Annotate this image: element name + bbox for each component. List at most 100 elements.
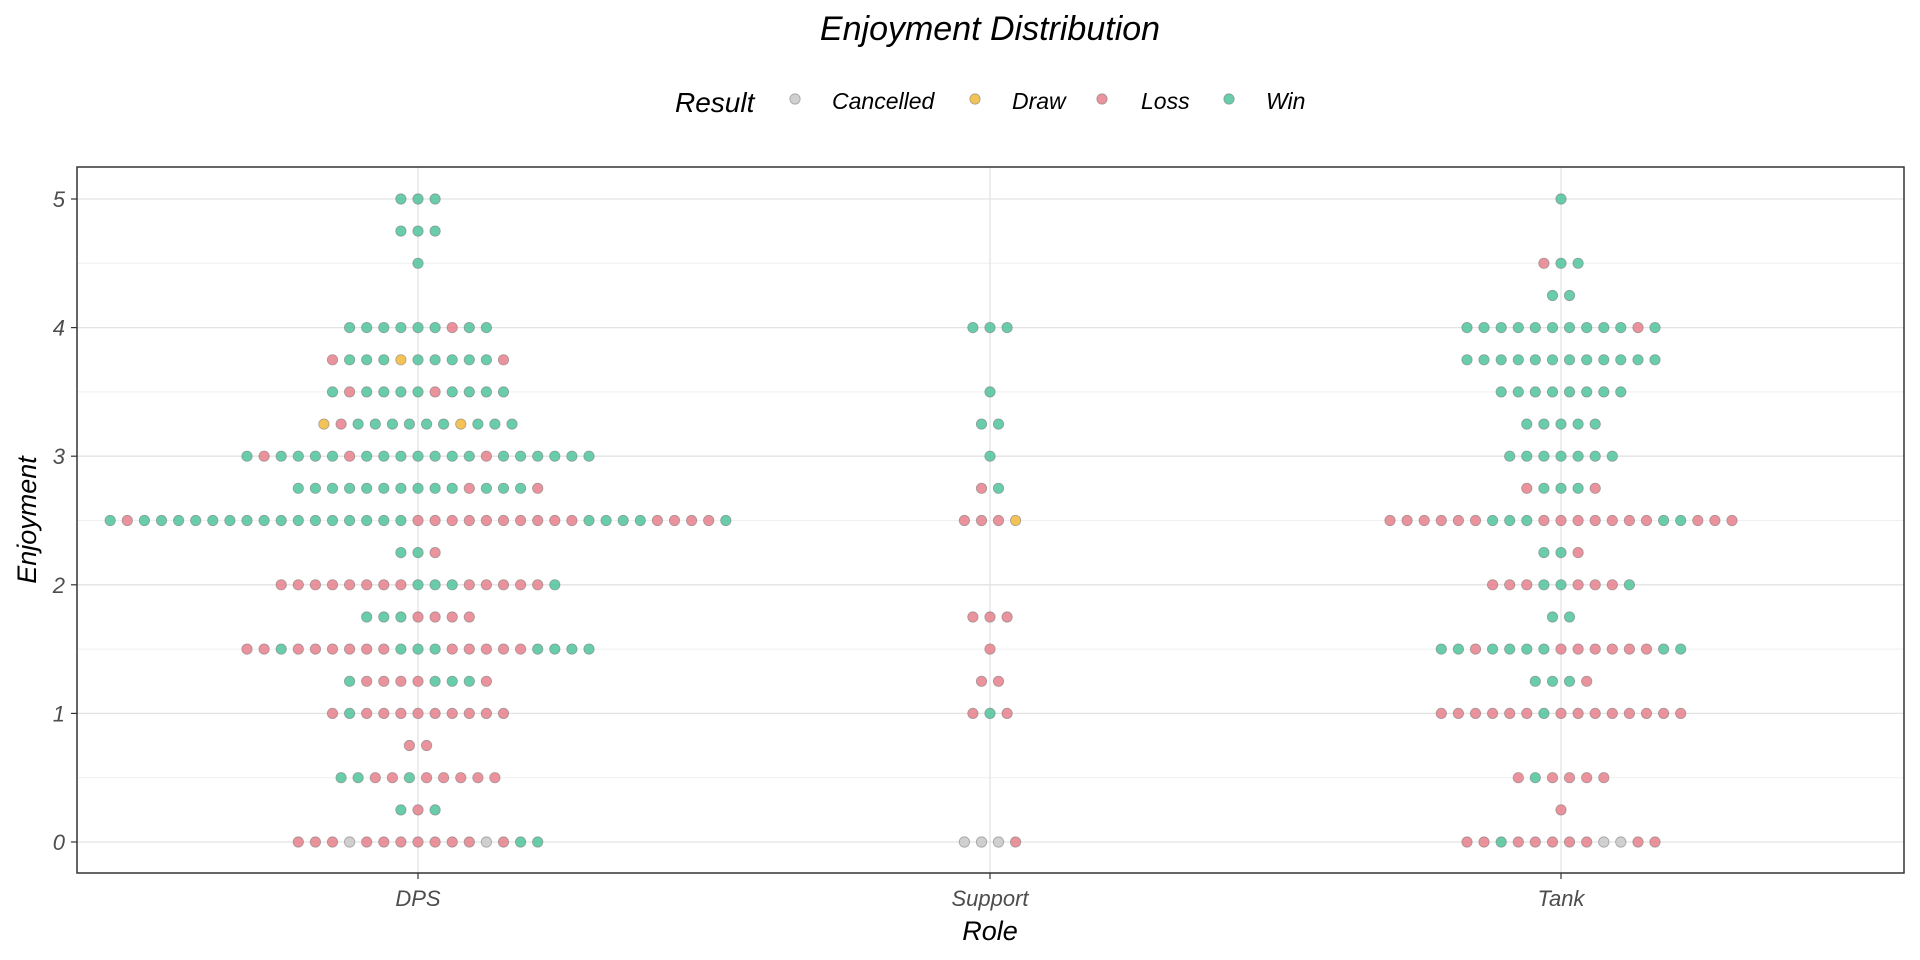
point-dps-loss bbox=[361, 643, 373, 655]
point-dps-win bbox=[352, 418, 364, 430]
point-dps-loss bbox=[412, 675, 424, 687]
point-dps-loss bbox=[668, 514, 681, 527]
point-dps-win bbox=[403, 772, 415, 784]
point-dps-loss bbox=[455, 772, 467, 784]
point-dps-loss bbox=[343, 386, 356, 398]
point-tank-win bbox=[1563, 386, 1576, 398]
point-tank-loss bbox=[1452, 707, 1465, 720]
point-dps-draw bbox=[395, 354, 407, 366]
point-dps-win bbox=[506, 418, 518, 430]
point-tank-win bbox=[1649, 354, 1661, 366]
point-dps-loss bbox=[420, 772, 433, 784]
point-dps-loss bbox=[429, 707, 441, 720]
point-tank-loss bbox=[1589, 707, 1601, 720]
point-tank-win bbox=[1504, 643, 1516, 655]
point-dps-win bbox=[412, 321, 424, 334]
point-dps-win bbox=[335, 772, 347, 784]
point-tank-loss bbox=[1640, 514, 1653, 527]
point-dps-loss bbox=[369, 772, 381, 784]
point-dps-loss bbox=[463, 707, 475, 720]
point-tank-win bbox=[1538, 418, 1550, 430]
point-dps-win bbox=[420, 418, 433, 430]
point-tank-loss bbox=[1649, 836, 1661, 848]
point-dps-win bbox=[309, 450, 321, 462]
point-tank-loss bbox=[1555, 804, 1567, 816]
point-dps-loss bbox=[463, 482, 475, 494]
point-dps-win bbox=[224, 514, 236, 527]
point-dps-win bbox=[326, 514, 339, 527]
point-tank-loss bbox=[1623, 643, 1636, 655]
point-dps-win bbox=[412, 354, 424, 366]
point-tank-win bbox=[1572, 450, 1584, 462]
point-tank-loss bbox=[1692, 514, 1704, 527]
point-dps-win bbox=[403, 418, 415, 430]
point-tank-loss bbox=[1529, 836, 1541, 848]
point-tank-win bbox=[1529, 354, 1541, 366]
point-dps-win bbox=[480, 386, 492, 398]
point-support-loss bbox=[975, 675, 988, 687]
point-dps-loss bbox=[446, 836, 458, 848]
point-dps-win bbox=[514, 836, 527, 848]
point-tank-win bbox=[1649, 321, 1661, 334]
point-tank-win bbox=[1546, 675, 1559, 687]
point-tank-loss bbox=[1589, 514, 1601, 527]
legend-key-loss bbox=[1096, 93, 1108, 105]
point-dps-loss bbox=[497, 354, 510, 366]
point-dps-loss bbox=[472, 772, 484, 784]
point-support-win bbox=[1001, 321, 1013, 334]
point-dps-loss bbox=[412, 804, 424, 816]
point-dps-win bbox=[378, 386, 390, 398]
points-layer bbox=[104, 193, 1738, 848]
point-dps-loss bbox=[275, 579, 287, 591]
point-tank-win bbox=[1495, 354, 1507, 366]
point-dps-win bbox=[361, 321, 373, 334]
x-tick-label-support: Support bbox=[951, 886, 1029, 911]
point-dps-win bbox=[446, 386, 458, 398]
point-tank-loss bbox=[1384, 514, 1396, 527]
point-dps-loss bbox=[309, 643, 321, 655]
point-dps-loss bbox=[429, 836, 441, 848]
y-tick-label: 4 bbox=[53, 316, 65, 341]
point-dps-win bbox=[463, 354, 475, 366]
point-tank-loss bbox=[1504, 579, 1516, 591]
point-tank-loss bbox=[1606, 707, 1618, 720]
point-dps-win bbox=[361, 354, 373, 366]
point-dps-win bbox=[343, 514, 356, 527]
point-dps-win bbox=[437, 418, 450, 430]
point-dps-win bbox=[361, 482, 373, 494]
point-tank-win bbox=[1555, 482, 1567, 494]
point-dps-win bbox=[378, 354, 390, 366]
point-dps-win bbox=[395, 450, 407, 462]
point-dps-win bbox=[412, 386, 424, 398]
point-tank-win bbox=[1512, 321, 1524, 334]
point-dps-loss bbox=[446, 707, 458, 720]
point-dps-win bbox=[207, 514, 219, 527]
point-dps-loss bbox=[121, 514, 133, 527]
point-dps-loss bbox=[343, 579, 356, 591]
point-dps-win bbox=[480, 321, 492, 334]
x-tick-label-dps: DPS bbox=[395, 886, 441, 911]
point-dps-win bbox=[429, 482, 441, 494]
legend-key-draw bbox=[969, 93, 981, 105]
point-tank-loss bbox=[1469, 707, 1482, 720]
point-tank-win bbox=[1521, 643, 1533, 655]
point-support-win bbox=[992, 482, 1005, 494]
point-tank-loss bbox=[1581, 836, 1593, 848]
legend-label-loss: Loss bbox=[1141, 88, 1190, 114]
point-support-loss bbox=[992, 514, 1005, 527]
point-support-loss bbox=[984, 611, 996, 623]
y-tick-label: 2 bbox=[52, 573, 65, 598]
point-tank-win bbox=[1615, 321, 1627, 334]
point-dps-win bbox=[395, 514, 407, 527]
point-dps-win bbox=[720, 514, 732, 527]
point-dps-loss bbox=[378, 643, 390, 655]
point-dps-win bbox=[386, 418, 398, 430]
point-support-loss bbox=[967, 611, 979, 623]
point-dps-win bbox=[395, 225, 407, 237]
point-dps-win bbox=[395, 611, 407, 623]
legend-key-cancelled bbox=[789, 93, 801, 105]
point-tank-win bbox=[1598, 386, 1610, 398]
point-dps-loss bbox=[480, 707, 492, 720]
point-tank-win bbox=[1658, 643, 1670, 655]
point-dps-loss bbox=[480, 579, 492, 591]
